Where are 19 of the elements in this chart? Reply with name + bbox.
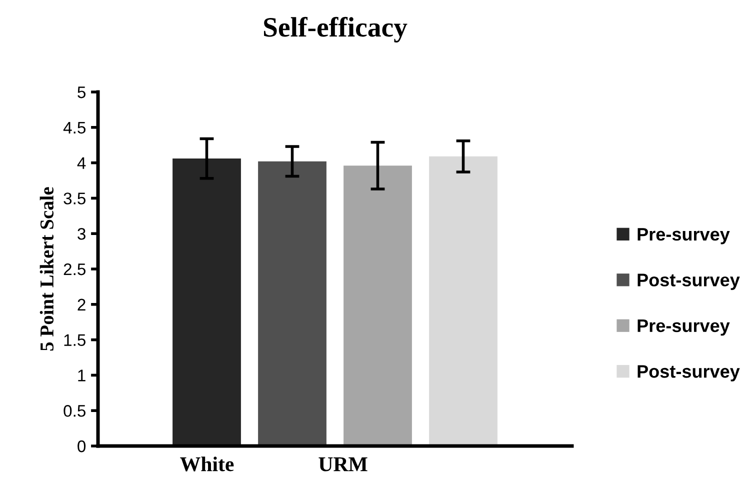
y-tick-label: 0.5	[64, 405, 86, 417]
legend-label: Pre-survey	[638, 228, 730, 244]
legend-label: Post-survey	[638, 274, 740, 290]
y-tick-label: 1.5	[64, 334, 86, 346]
y-tick-label: 5	[78, 86, 86, 98]
y-tick-label: 3.5	[64, 192, 86, 204]
legend-label: Post-survey	[638, 365, 740, 382]
y-tick-label: 0	[78, 440, 86, 452]
chart-title: Self-efficacy	[264, 16, 408, 42]
text: URM	[318, 457, 368, 472]
text: White	[180, 456, 234, 472]
y-tick-label: 2	[78, 298, 86, 310]
y-axis-title: 5 Point Likert Scale	[40, 187, 54, 351]
y-tick-label: 3	[78, 228, 86, 240]
y-tick-label: 1	[78, 370, 86, 382]
y-tick-label: 4.5	[63, 122, 86, 134]
legend-label: Pre-survey	[638, 320, 730, 336]
y-tick-label: 2.5	[64, 263, 86, 276]
y-tick-label: 4	[77, 157, 86, 169]
